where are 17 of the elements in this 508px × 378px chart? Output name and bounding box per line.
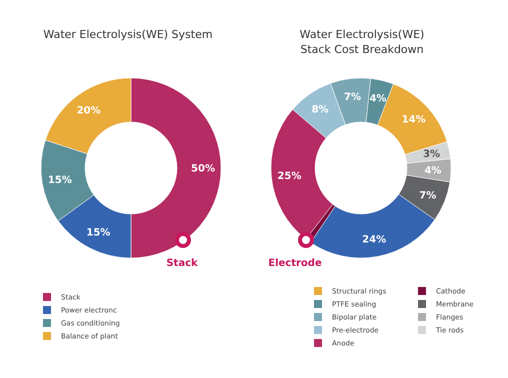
data-label: 25% [277, 170, 302, 182]
data-label: 50% [191, 164, 215, 174]
chart-title: Water Electrolysis(WE) Stack Cost Breakdown [300, 28, 424, 56]
data-label: 14% [402, 114, 426, 126]
text: Stack [166, 258, 198, 269]
data-label: 15% [48, 174, 72, 186]
data-label: 3% [423, 149, 440, 160]
data-label: 20% [76, 105, 101, 116]
data-label: 7% [419, 190, 436, 202]
data-label: 4% [424, 165, 442, 176]
data-label: 4% [369, 94, 386, 105]
data-label: 15% [86, 228, 110, 239]
data-label: 7% [344, 92, 361, 104]
text: Electrode [268, 258, 322, 269]
data-label: 8% [312, 104, 329, 116]
data-label: 24% [362, 234, 386, 246]
chart-title: Water Electrolysis(WE) System [43, 28, 213, 41]
